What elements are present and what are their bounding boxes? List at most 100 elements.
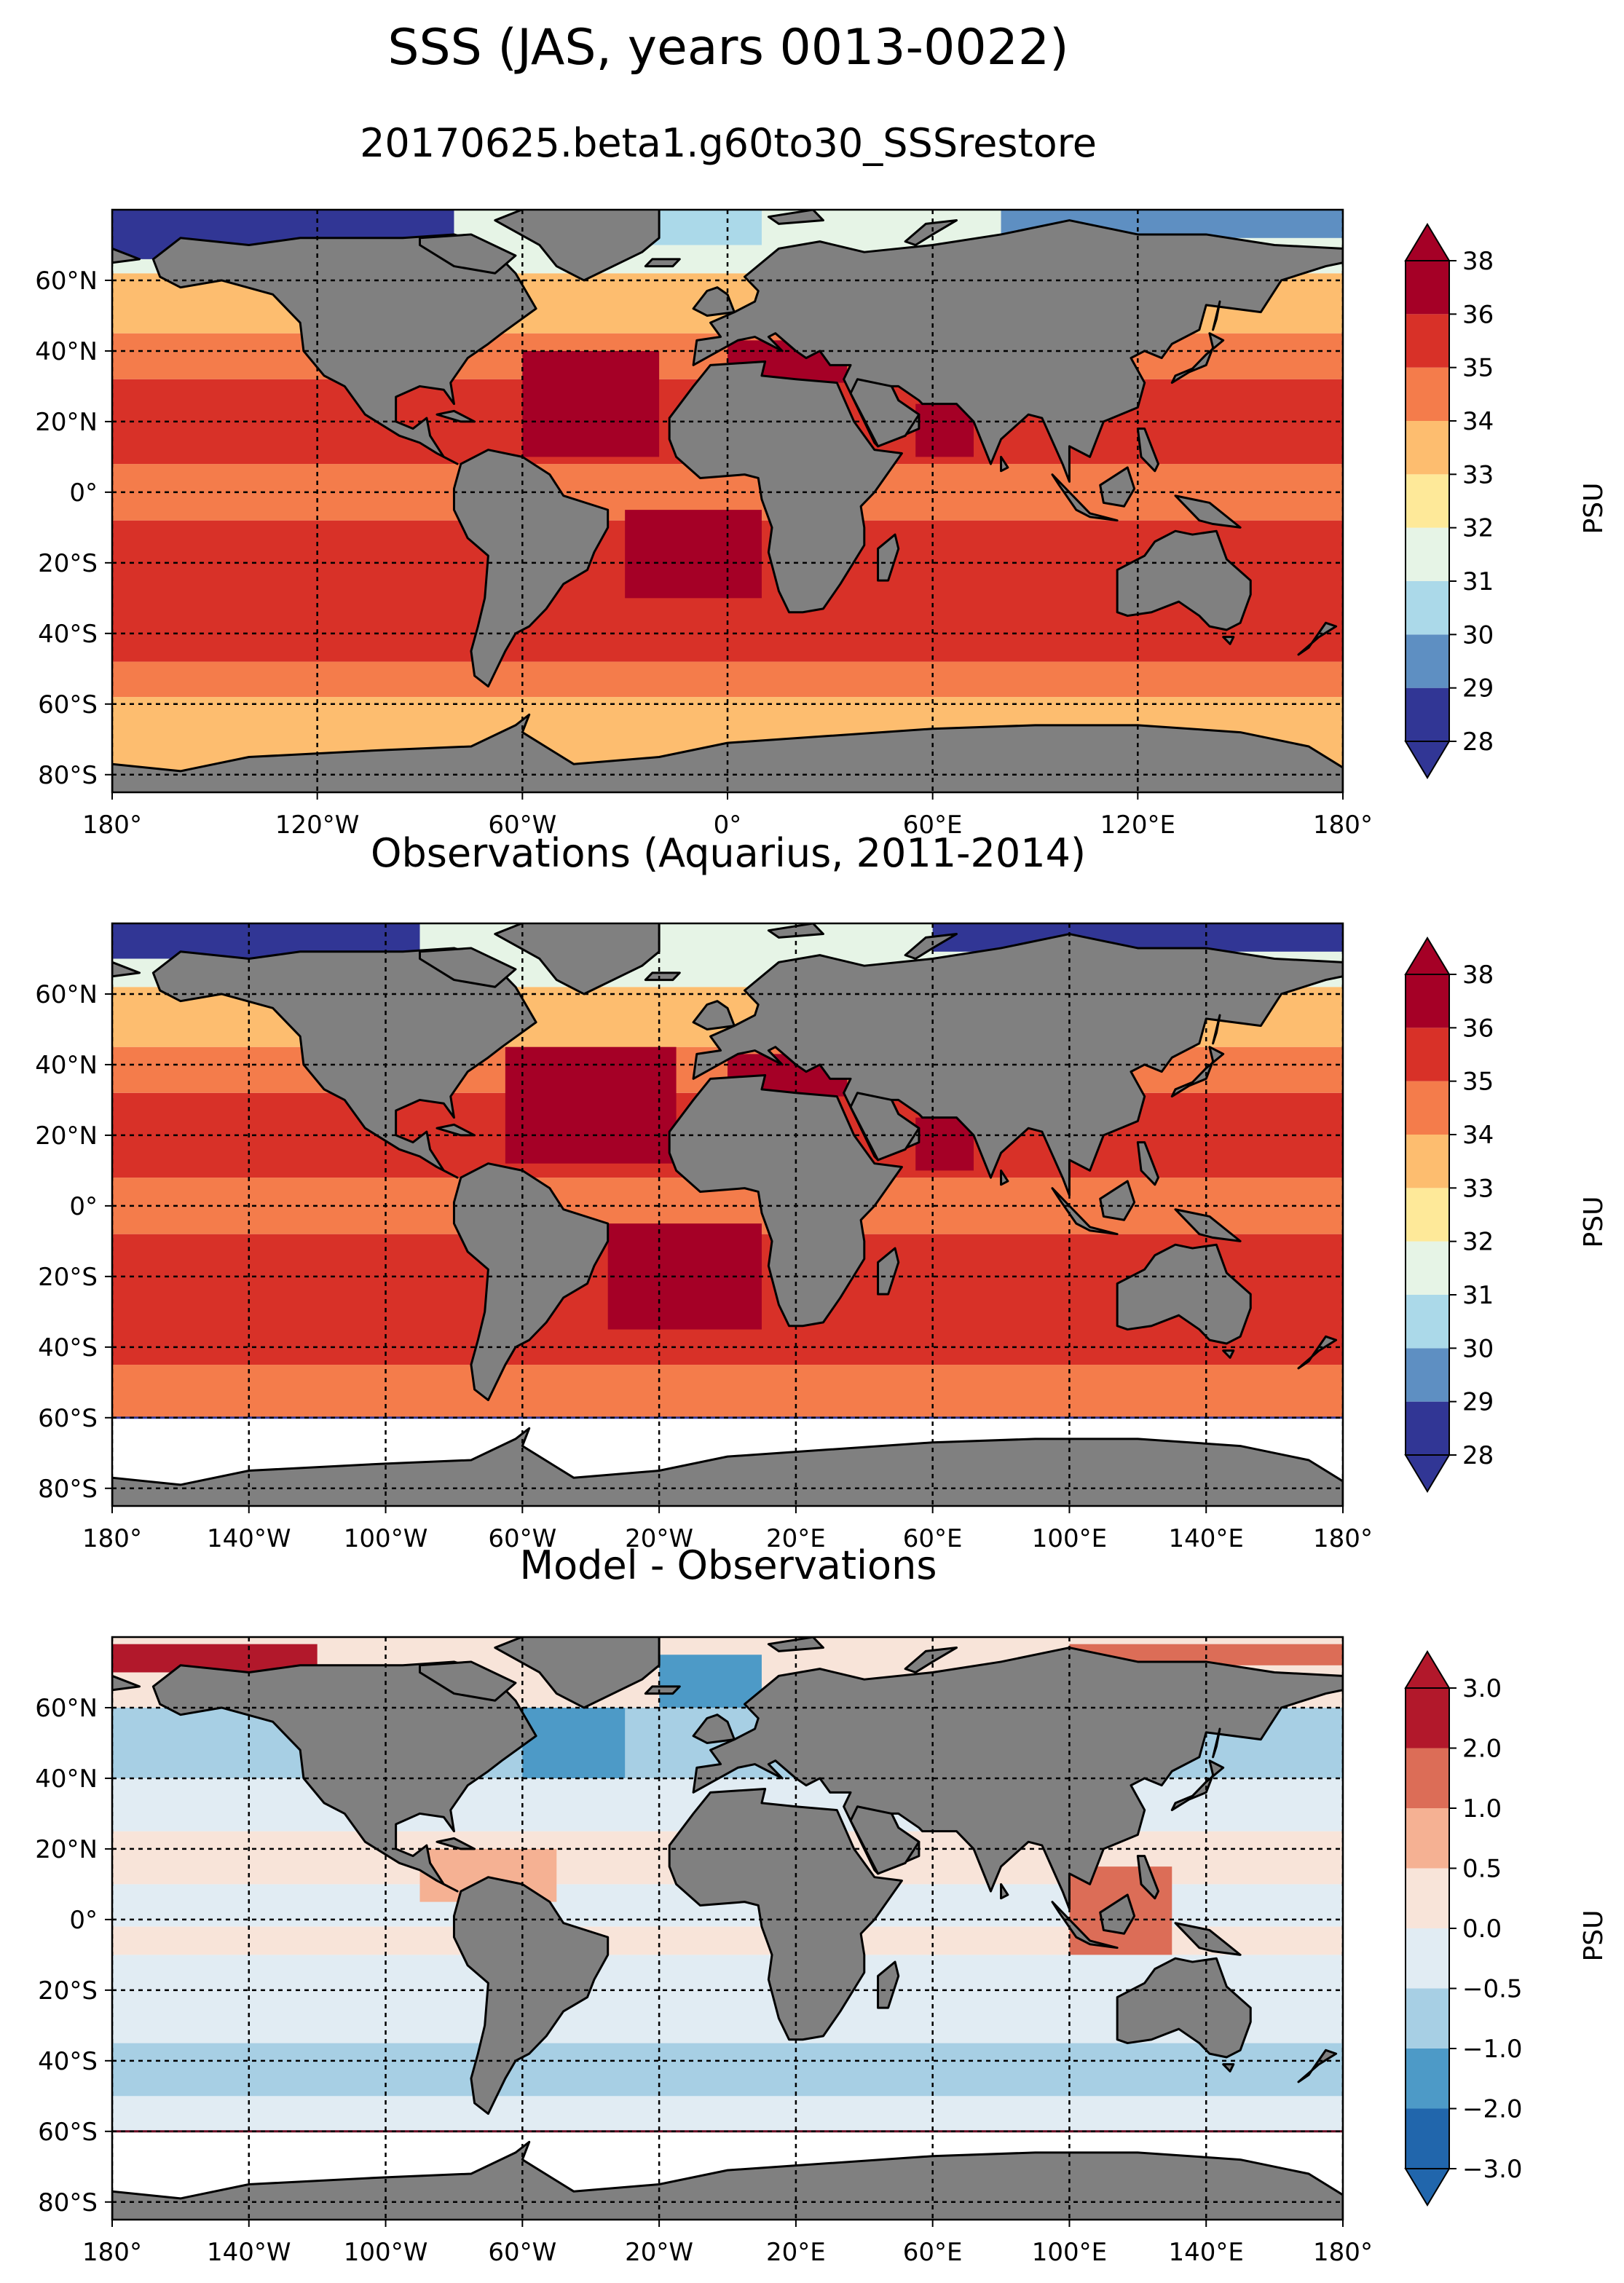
continent-baffin xyxy=(419,947,517,988)
x-tick-label: 180° xyxy=(82,1524,142,1553)
salinity-band-0 xyxy=(112,2096,1343,2132)
continent-antarctica xyxy=(112,1427,1343,1506)
x-tick-label: 120°W xyxy=(275,811,360,840)
continent-australia xyxy=(1116,529,1252,631)
colorbar-segment xyxy=(1406,581,1449,635)
x-tick-label: 180° xyxy=(1313,1524,1373,1553)
continent-japan xyxy=(1170,332,1225,385)
continent-baffin xyxy=(419,1660,517,1702)
y-tick-label: 20°S xyxy=(38,549,98,578)
panel-difference-map xyxy=(112,1637,1343,2220)
y-tick-label: 40°N xyxy=(35,1765,98,1794)
x-tick-label: 100°W xyxy=(344,1524,428,1553)
colorbar-segment xyxy=(1406,687,1449,741)
continent-borneo xyxy=(1099,466,1136,508)
x-tick-label: 180° xyxy=(82,2238,142,2267)
colorbar-segment xyxy=(1406,1868,1449,1928)
x-tick-label: 140°E xyxy=(1169,2238,1244,2267)
continent-eurasia xyxy=(692,219,1343,483)
colorbar-segment xyxy=(1406,2108,1449,2169)
colorbar-tick-label: 0.5 xyxy=(1462,1855,1502,1884)
x-tick-label: 180° xyxy=(82,811,142,840)
x-tick-label: 140°E xyxy=(1169,1524,1244,1553)
continent-baffin xyxy=(419,233,517,275)
colorbar-segment xyxy=(1406,1928,1449,1989)
salinity-feature-1 xyxy=(659,1655,762,1708)
colorbar-frame xyxy=(1405,260,1450,742)
y-tick-label: 20°N xyxy=(35,1835,98,1864)
continent-arabia-patch xyxy=(849,1092,921,1162)
colorbar-tick-label: 36 xyxy=(1462,1014,1494,1043)
colorbar-tick-label: 1.0 xyxy=(1462,1794,1502,1823)
colorbar-tick-label: 33 xyxy=(1462,460,1494,489)
salinity-feature-1 xyxy=(625,510,762,599)
x-tick-label: 120°E xyxy=(1100,811,1175,840)
graticule-layer xyxy=(112,1637,1343,2220)
colorbar-segment xyxy=(1406,1081,1449,1135)
continent-novaya-zemlya xyxy=(904,933,958,960)
continent-iceland xyxy=(644,258,681,268)
continent-sakhalin xyxy=(1212,1727,1221,1759)
salinity-feature-5 xyxy=(932,923,1343,952)
x-tick-label: 140°W xyxy=(207,2238,291,2267)
x-tick-label: 100°E xyxy=(1032,1524,1107,1553)
colorbar-segment xyxy=(1406,367,1449,421)
colorbar-segment xyxy=(1406,1188,1449,1242)
continent-sri-lanka xyxy=(1000,1882,1009,1900)
y-tick-label: 40°N xyxy=(35,337,98,366)
colorbar-segment xyxy=(1406,314,1449,368)
continent-madagascar xyxy=(877,1960,900,2009)
continent-philippines xyxy=(1136,427,1159,473)
panel-difference-colorbar: −3.0 −2.0 −1.0 −0.5 0.0 0.5 1.0 2.0 3.0 xyxy=(1404,1650,1523,2207)
continent-greenland xyxy=(494,923,661,995)
continent-novaya-zemlya xyxy=(904,1647,958,1673)
colorbar-segment xyxy=(1406,1808,1449,1869)
continent-sumatra-java xyxy=(1051,473,1119,522)
colorbar-extend-min xyxy=(1404,2168,1451,2207)
colorbar-extend-max xyxy=(1404,1650,1451,1689)
colorbar-tick-label: 36 xyxy=(1462,300,1494,329)
colorbar-segment xyxy=(1406,2049,1449,2109)
salinity-feature-0 xyxy=(522,350,660,457)
y-tick-label: 40°S xyxy=(38,620,98,649)
continent-new-guinea xyxy=(1174,1922,1242,1956)
graticule-layer xyxy=(112,923,1343,1506)
colorbar-segment xyxy=(1406,1988,1449,2049)
panel-observations-map xyxy=(112,923,1343,1506)
colorbar-tick-label: 30 xyxy=(1462,1334,1494,1363)
continent-uk-ireland xyxy=(692,1714,736,1744)
y-tick-label: 60°N xyxy=(35,267,98,296)
continent-greenland xyxy=(494,210,661,282)
panel-difference: Model - Observations 180° 140°W 100°W 60°W 2… xyxy=(35,1542,1609,2267)
y-tick-label: 20°S xyxy=(38,1976,98,2006)
panel-observations: Observations (Aquarius, 2011-2014) 180° 1… xyxy=(35,830,1609,1553)
y-tick-label: 80°S xyxy=(38,1475,98,1504)
salinity-band-1 xyxy=(112,2043,1343,2097)
y-tick-label: 80°S xyxy=(38,761,98,790)
salinity-feature-0 xyxy=(522,1707,626,1778)
panel-observations-title: Observations (Aquarius, 2011-2014) xyxy=(371,830,1086,876)
y-tick-label: 60°N xyxy=(35,1694,98,1723)
salinity-feature-0 xyxy=(505,1046,677,1164)
y-tick-label: 40°N xyxy=(35,1051,98,1080)
continent-borneo xyxy=(1099,1180,1136,1221)
continent-uk-ireland xyxy=(692,286,736,317)
continent-svalbard xyxy=(767,923,824,939)
colorbar-tick-label: 35 xyxy=(1462,354,1494,383)
y-tick-label: 20°S xyxy=(38,1263,98,1292)
panel-model-map xyxy=(112,210,1343,792)
colorbar-tick-label: 2.0 xyxy=(1462,1735,1502,1764)
panel-model-colorbar: 28 29 30 31 32 33 34 35 36 38 xyxy=(1404,223,1494,779)
colorbar-segment xyxy=(1406,421,1449,475)
continent-sumatra-java xyxy=(1051,1901,1119,1949)
x-tick-label: 20°W xyxy=(625,1524,693,1553)
colorbar-tick-label: 32 xyxy=(1462,514,1494,543)
continent-chukotka-west xyxy=(112,961,141,978)
y-tick-label: 0° xyxy=(69,478,98,508)
colorbar-tick-label: 32 xyxy=(1462,1228,1494,1257)
y-tick-label: 40°S xyxy=(38,2047,98,2076)
colorbar-tick-label: 0.0 xyxy=(1462,1915,1502,1944)
panel-model-colorbar-label: PSU xyxy=(1579,483,1609,535)
continent-australia xyxy=(1116,1957,1252,2059)
